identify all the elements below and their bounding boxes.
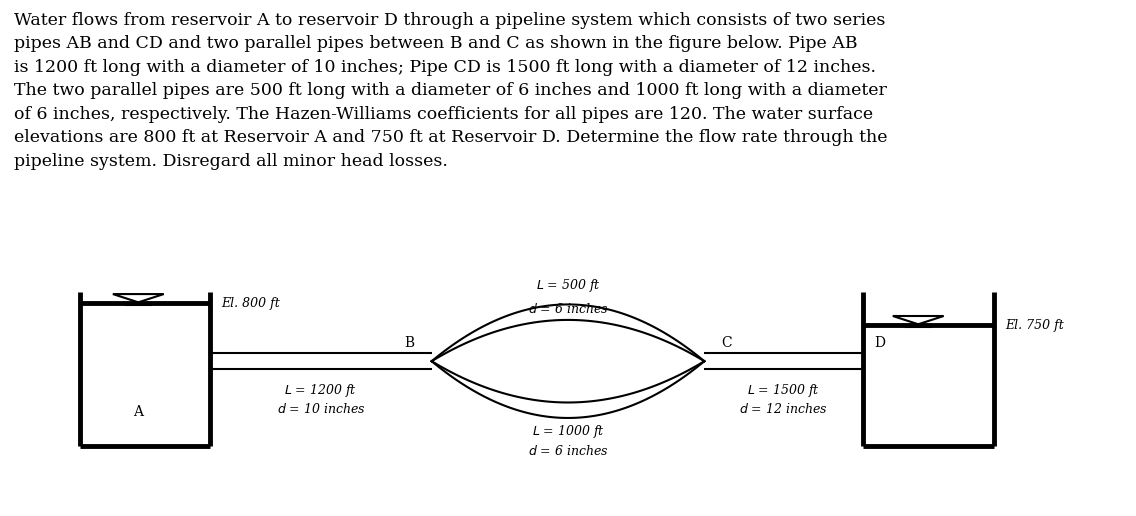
Text: A: A (133, 405, 143, 420)
Text: $d$ = 10 inches: $d$ = 10 inches (276, 402, 366, 416)
Text: El. 800 ft: El. 800 ft (222, 297, 281, 310)
Text: El. 750 ft: El. 750 ft (1005, 318, 1064, 332)
Text: $L$ = 1500 ft: $L$ = 1500 ft (747, 382, 820, 399)
Text: $L$ = 1200 ft: $L$ = 1200 ft (284, 382, 358, 399)
Text: B: B (404, 335, 415, 350)
Text: D: D (875, 335, 886, 350)
Text: $d$ = 6 inches: $d$ = 6 inches (527, 444, 609, 458)
Text: Water flows from reservoir A to reservoir D through a pipeline system which cons: Water flows from reservoir A to reservoi… (14, 11, 887, 170)
Text: $L$ = 500 ft: $L$ = 500 ft (535, 277, 601, 294)
Text: $L$ = 1000 ft: $L$ = 1000 ft (532, 423, 604, 440)
Text: C: C (721, 335, 732, 350)
Text: $d$ = 12 inches: $d$ = 12 inches (740, 402, 828, 416)
Text: $d$ = 6 inches: $d$ = 6 inches (527, 302, 609, 316)
